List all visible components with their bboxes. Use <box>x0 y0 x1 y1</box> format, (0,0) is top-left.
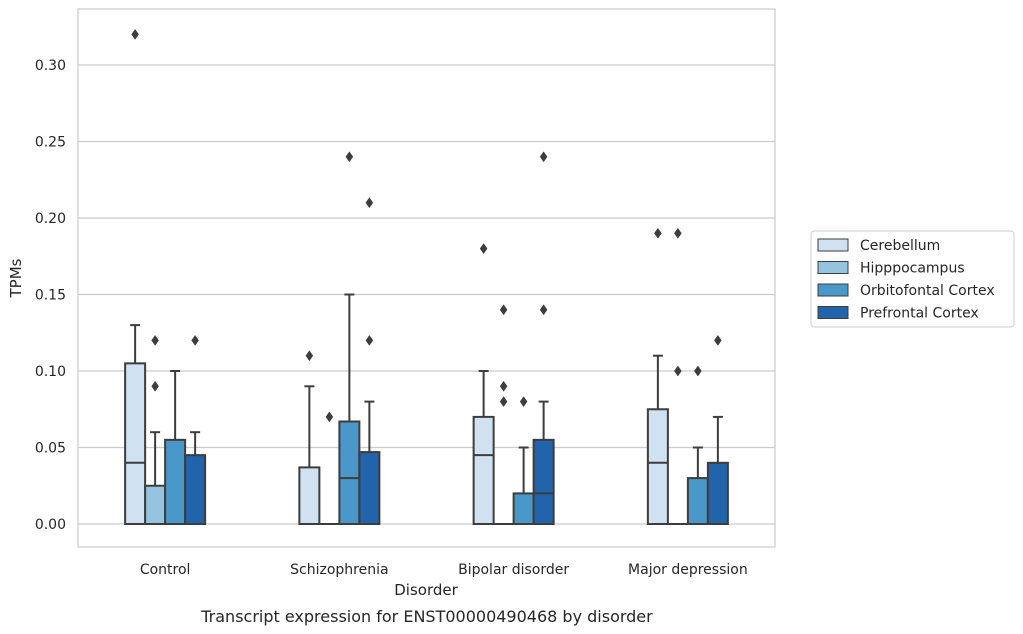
box-cerebellum <box>472 243 495 525</box>
box-hipppocampus <box>144 334 167 525</box>
box-hipppocampus <box>318 411 341 526</box>
outlier-point <box>499 380 508 392</box>
legend-label: Prefrontal Cortex <box>860 306 979 322</box>
box-prefrontal-cortex <box>358 197 381 525</box>
box-hipppocampus <box>666 227 689 526</box>
x-tick-label: Control <box>140 562 191 578</box>
outlier-point <box>519 396 528 408</box>
outlier-point <box>325 411 334 423</box>
box-body <box>512 492 535 525</box>
legend-label: Cerebellum <box>860 238 940 254</box>
box-orbitofontal-cortex <box>164 370 187 526</box>
outlier-point <box>479 243 488 255</box>
outlier-point <box>305 350 314 362</box>
outlier-point <box>191 334 199 346</box>
legend-label: Hipppocampus <box>860 261 965 277</box>
legend-swatch <box>817 306 849 319</box>
box-hipppocampus <box>492 304 515 526</box>
outlier-point <box>654 227 662 239</box>
box-body <box>164 438 187 526</box>
box-cerebellum <box>646 227 669 525</box>
legend-swatch <box>817 238 849 252</box>
y-tick-label: 0.15 <box>35 288 66 304</box>
outlier-point <box>694 365 702 377</box>
outlier-point <box>539 151 548 163</box>
outlier-point <box>714 334 722 346</box>
outlier-point <box>131 28 139 40</box>
chart-caption: Transcript expression for ENST0000049046… <box>200 607 653 626</box>
outlier-point <box>674 365 682 377</box>
box-orbitofontal-cortex <box>338 151 361 525</box>
outlier-point <box>499 396 508 408</box>
x-axis-ticks: Control Schizophrenia Bipolar disorder Majo… <box>140 562 748 578</box>
outlier-point <box>345 151 354 163</box>
plot-area-frame <box>77 8 776 548</box>
box-cerebellum <box>124 28 147 525</box>
outlier-point <box>499 304 508 316</box>
outlier-point <box>365 197 374 209</box>
outlier-point <box>365 334 374 346</box>
x-tick-label: Schizophrenia <box>290 562 388 578</box>
x-axis-title: Disorder <box>394 581 458 599</box>
legend-swatch <box>817 261 849 274</box>
box-body <box>124 362 147 525</box>
y-tick-label: 0.30 <box>35 58 66 74</box>
legend-swatch <box>817 283 849 297</box>
y-tick-label: 0.05 <box>35 441 66 457</box>
legend-items: Cerebellum Hipppocampus Orbitofontal Corte… <box>817 238 995 322</box>
box-body <box>358 451 381 525</box>
box-orbitofontal-cortex <box>686 365 709 526</box>
y-tick-label: 0.00 <box>35 517 66 533</box>
box-body <box>298 466 321 526</box>
legend-label: Orbitofontal Cortex <box>860 283 995 299</box>
box-prefrontal-cortex <box>706 334 729 525</box>
box-prefrontal-cortex <box>532 151 555 526</box>
legend-frame <box>810 230 1015 328</box>
box-body <box>472 415 495 525</box>
box-body <box>686 477 709 526</box>
box-body <box>338 420 361 525</box>
box-body <box>184 454 207 525</box>
box-cerebellum <box>298 350 321 526</box>
y-axis-ticks: 0.00 0.05 0.10 0.15 0.20 0.25 0.30 <box>35 58 66 533</box>
box-body <box>646 408 669 525</box>
legend: Cerebellum Hipppocampus Orbitofontal Corte… <box>810 230 1015 328</box>
boxes <box>124 28 729 526</box>
outlier-point <box>151 334 159 346</box>
y-tick-label: 0.25 <box>35 135 66 151</box>
box-prefrontal-cortex <box>184 334 207 525</box>
box-body <box>532 438 555 526</box>
box-orbitofontal-cortex <box>512 396 535 525</box>
x-tick-label: Bipolar disorder <box>458 562 569 578</box>
x-tick-label: Major depression <box>628 562 748 578</box>
y-tick-label: 0.10 <box>35 364 66 380</box>
outlier-point <box>674 227 682 239</box>
box-body <box>144 484 167 525</box>
outlier-point <box>539 304 548 316</box>
outlier-point <box>151 380 159 392</box>
y-axis-title: TPMs <box>7 258 25 298</box>
box-body <box>706 461 729 525</box>
y-tick-label: 0.20 <box>35 211 66 227</box>
